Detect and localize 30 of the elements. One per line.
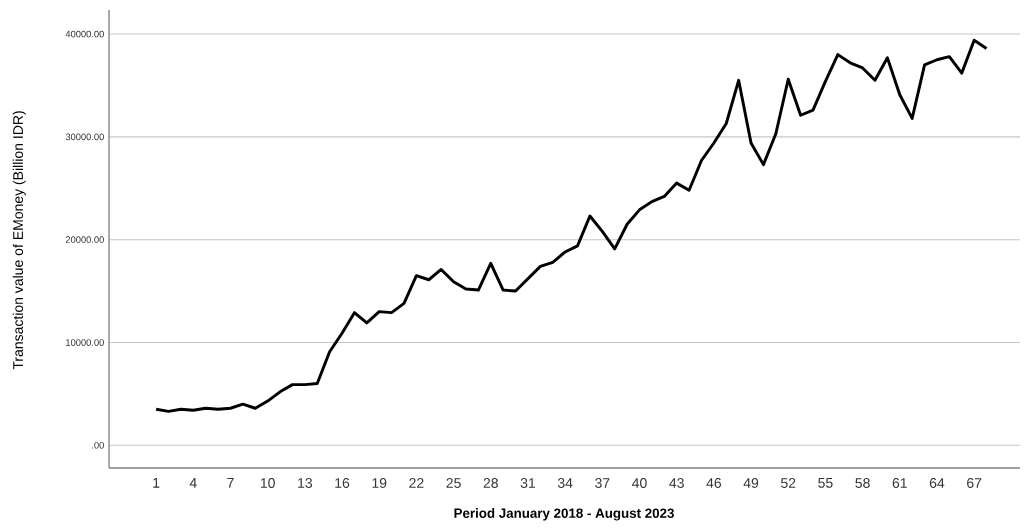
x-tick-label: 28: [483, 478, 498, 488]
x-tick-label: 7: [227, 478, 234, 488]
y-tick-label: .00: [92, 441, 104, 449]
x-tick-label: 19: [372, 478, 387, 488]
x-axis-title: Period January 2018 - August 2023: [454, 508, 674, 521]
x-tick-label: 13: [298, 478, 313, 488]
x-tick-label: 55: [818, 478, 833, 488]
x-tick-label: 37: [595, 478, 610, 488]
x-tick-label: 22: [409, 478, 424, 488]
x-tick-label: 1: [153, 478, 160, 488]
x-tick-label: 49: [743, 478, 759, 488]
x-tick-label: 52: [781, 478, 796, 488]
x-tick-label: 46: [706, 478, 722, 488]
x-tick-label: 31: [520, 478, 536, 488]
x-tick-label: 61: [892, 478, 907, 488]
x-tick-label: 25: [446, 478, 461, 488]
y-tick-label: 20000.00: [65, 236, 104, 243]
y-tick-label: 40000.00: [65, 30, 104, 38]
x-tick-label: 43: [669, 478, 684, 488]
x-tick-label: 16: [335, 478, 350, 488]
x-tick-label: 34: [557, 478, 573, 488]
y-axis-title: Transaction value of EMoney (Billion IDR): [12, 111, 26, 370]
x-tick-label: 40: [632, 478, 647, 488]
x-tick-label: 67: [967, 478, 982, 488]
x-tick-label: 58: [855, 478, 870, 488]
y-tick-label: 30000.00: [65, 133, 104, 141]
x-tick-label: 4: [189, 478, 197, 488]
y-tick-label: 10000.00: [66, 339, 104, 346]
x-tick-label: 10: [260, 478, 275, 488]
x-tick-label: 64: [929, 478, 945, 488]
